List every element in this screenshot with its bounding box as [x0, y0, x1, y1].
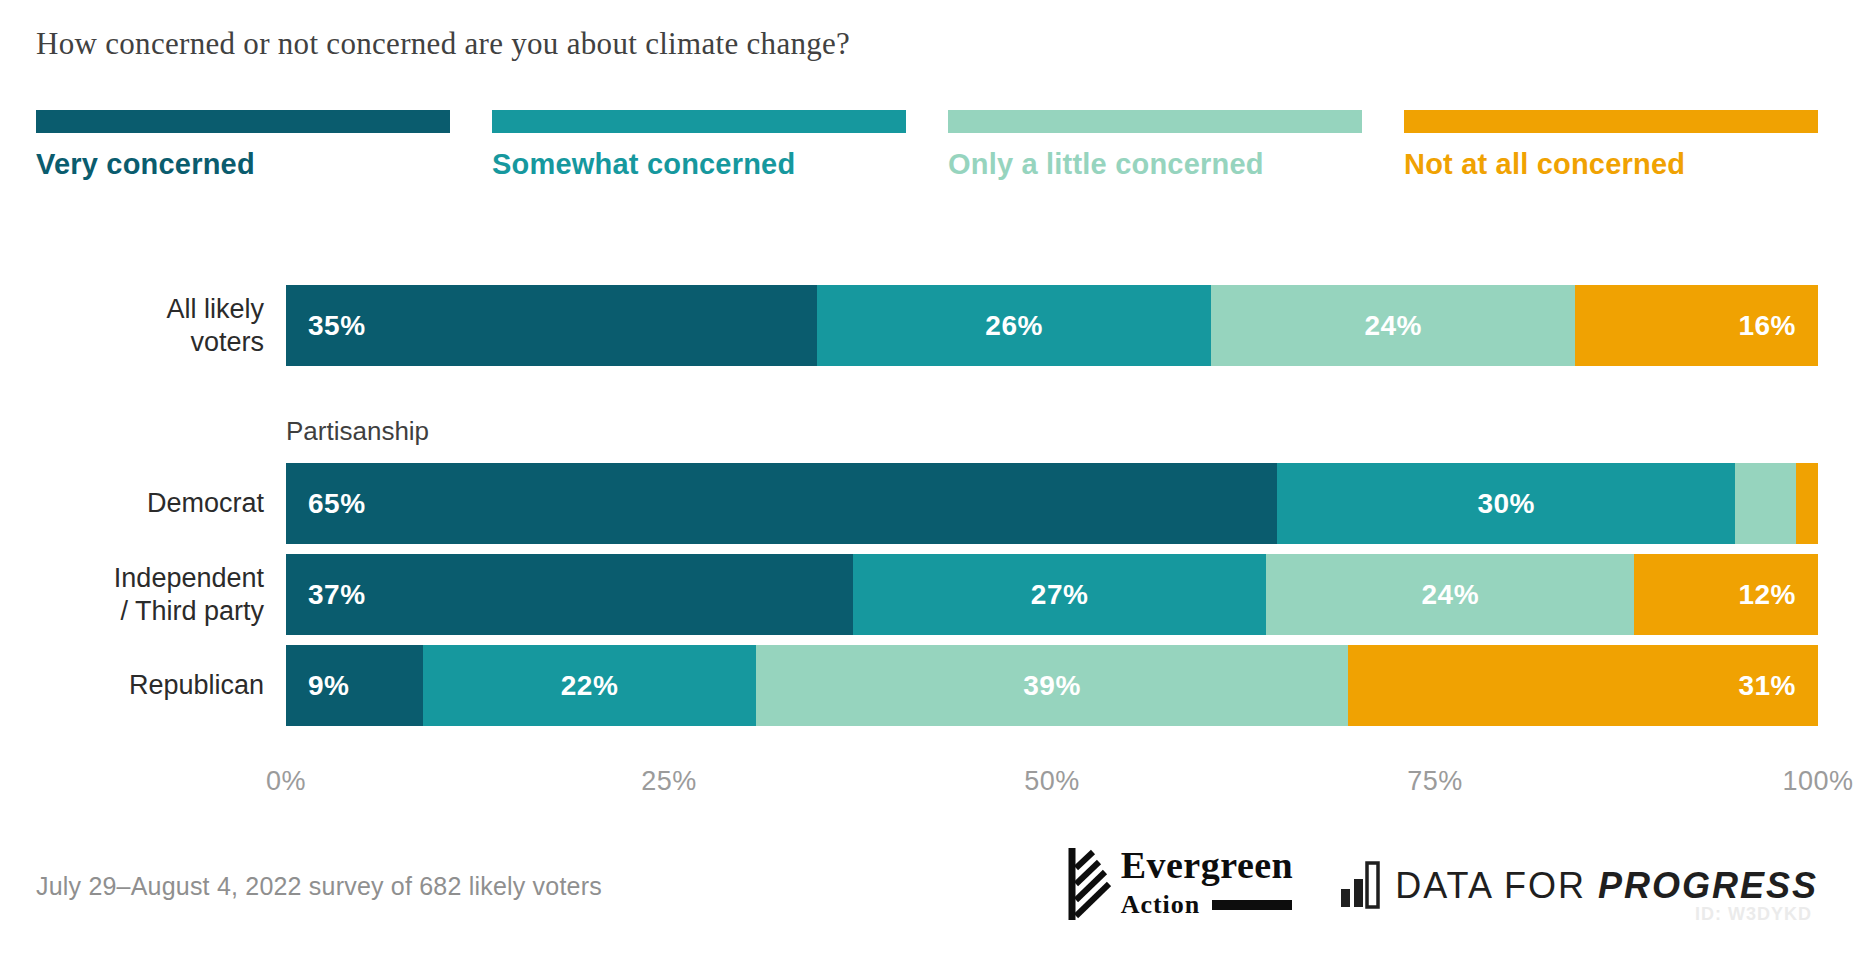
segment-republican-only-a-little-concerned: 39% — [756, 645, 1347, 726]
segment-value-label: 65% — [308, 488, 366, 520]
legend-swatch-very-concerned — [36, 110, 450, 133]
segment-value-label: 26% — [985, 310, 1043, 342]
segment-all-likely-voters-not-at-all-concerned: 16% — [1575, 285, 1818, 366]
segment-value-label: 22% — [561, 670, 619, 702]
segment-value-label: 24% — [1422, 579, 1480, 611]
segment-democrat-somewhat-concerned: 30% — [1277, 463, 1735, 544]
legend-item-very-concerned: Very concerned — [36, 110, 450, 181]
segment-all-likely-voters-somewhat-concerned: 26% — [817, 285, 1211, 366]
segment-independent-third-party-only-a-little-concerned: 24% — [1266, 554, 1634, 635]
dfp-suffix: PROGRESS — [1598, 865, 1818, 906]
legend-label-somewhat-concerned: Somewhat concerned — [492, 148, 906, 181]
evergreen-name: Evergreen — [1121, 846, 1294, 884]
legend-label-not-at-all-concerned: Not at all concerned — [1404, 148, 1818, 181]
segment-value-label: 16% — [1738, 310, 1796, 342]
dfp-prefix: DATA FOR — [1395, 865, 1586, 906]
segment-democrat-only-a-little-concerned — [1735, 463, 1796, 544]
segment-value-label: 27% — [1031, 579, 1089, 611]
legend-label-very-concerned: Very concerned — [36, 148, 450, 181]
x-axis: 0%25%50%75%100% — [36, 766, 1818, 800]
category-label-independent-third-party: Independent / Third party — [36, 562, 286, 628]
survey-source-note: July 29–August 4, 2022 survey of 682 lik… — [36, 872, 602, 901]
evergreen-action-logo: Evergreen Action — [1065, 846, 1294, 926]
legend-swatch-only-a-little-concerned — [948, 110, 1362, 133]
segment-value-label: 35% — [308, 310, 366, 342]
segment-republican-not-at-all-concerned: 31% — [1348, 645, 1818, 726]
axis-tick-100: 100% — [1782, 766, 1853, 797]
segment-independent-third-party-not-at-all-concerned: 12% — [1634, 554, 1818, 635]
axis-tick-25: 25% — [641, 766, 697, 797]
chart-id-watermark: ID: W3DYKD — [1695, 904, 1812, 925]
bar-row-democrat: Democrat 65% 30% — [36, 463, 1818, 544]
footer: July 29–August 4, 2022 survey of 682 lik… — [36, 846, 1818, 926]
legend-item-not-at-all-concerned: Not at all concerned — [1404, 110, 1818, 181]
bar-row-republican: Republican 9% 22% 39% 31% — [36, 645, 1818, 726]
category-label-republican: Republican — [36, 669, 286, 702]
segment-republican-very-concerned: 9% — [286, 645, 423, 726]
segment-republican-somewhat-concerned: 22% — [423, 645, 757, 726]
legend-label-only-a-little-concerned: Only a little concerned — [948, 148, 1362, 181]
stacked-bar-independent-third-party: 37% 27% 24% 12% — [286, 554, 1818, 635]
segment-democrat-not-at-all-concerned — [1796, 463, 1818, 544]
legend: Very concerned Somewhat concerned Only a l… — [36, 110, 1818, 181]
stacked-bar-democrat: 65% 30% — [286, 463, 1818, 544]
segment-value-label: 31% — [1738, 670, 1796, 702]
legend-item-only-a-little-concerned: Only a little concerned — [948, 110, 1362, 181]
segment-value-label: 9% — [308, 670, 349, 702]
chart-page: How concerned or not concerned are you a… — [0, 0, 1862, 956]
chart-area: All likely voters 35% 26% 24% 16% Partisanshi… — [36, 285, 1818, 726]
segment-value-label: 37% — [308, 579, 366, 611]
segment-value-label: 30% — [1477, 488, 1535, 520]
legend-swatch-somewhat-concerned — [492, 110, 906, 133]
chart-title: How concerned or not concerned are you a… — [36, 26, 1818, 62]
category-label-democrat: Democrat — [36, 487, 286, 520]
segment-democrat-very-concerned: 65% — [286, 463, 1277, 544]
evergreen-tree-icon — [1065, 846, 1111, 926]
axis-tick-75: 75% — [1407, 766, 1463, 797]
legend-swatch-not-at-all-concerned — [1404, 110, 1818, 133]
axis-track: 0%25%50%75%100% — [286, 766, 1818, 800]
segment-independent-third-party-very-concerned: 37% — [286, 554, 853, 635]
bar-chart-icon — [1339, 859, 1381, 913]
bar-row-all-likely-voters: All likely voters 35% 26% 24% 16% — [36, 285, 1818, 366]
bar-row-independent-third-party: Independent / Third party 37% 27% 24% 12% — [36, 554, 1818, 635]
group-label-partisanship: Partisanship — [286, 416, 1818, 447]
axis-spacer — [36, 766, 286, 800]
stacked-bar-republican: 9% 22% 39% 31% — [286, 645, 1818, 726]
segment-value-label: 24% — [1364, 310, 1422, 342]
legend-item-somewhat-concerned: Somewhat concerned — [492, 110, 906, 181]
stacked-bar-all-likely-voters: 35% 26% 24% 16% — [286, 285, 1818, 366]
segment-value-label: 39% — [1023, 670, 1081, 702]
segment-all-likely-voters-only-a-little-concerned: 24% — [1211, 285, 1575, 366]
evergreen-wordmark: Evergreen Action — [1121, 846, 1294, 920]
segment-all-likely-voters-very-concerned: 35% — [286, 285, 817, 366]
axis-tick-50: 50% — [1024, 766, 1080, 797]
category-label-all-likely-voters: All likely voters — [36, 293, 286, 359]
axis-tick-0: 0% — [266, 766, 306, 797]
segment-value-label: 12% — [1738, 579, 1796, 611]
evergreen-action-label: Action — [1121, 890, 1201, 920]
evergreen-dash — [1212, 900, 1292, 910]
dfp-wordmark: DATA FOR PROGRESS — [1395, 865, 1818, 907]
segment-independent-third-party-somewhat-concerned: 27% — [853, 554, 1267, 635]
